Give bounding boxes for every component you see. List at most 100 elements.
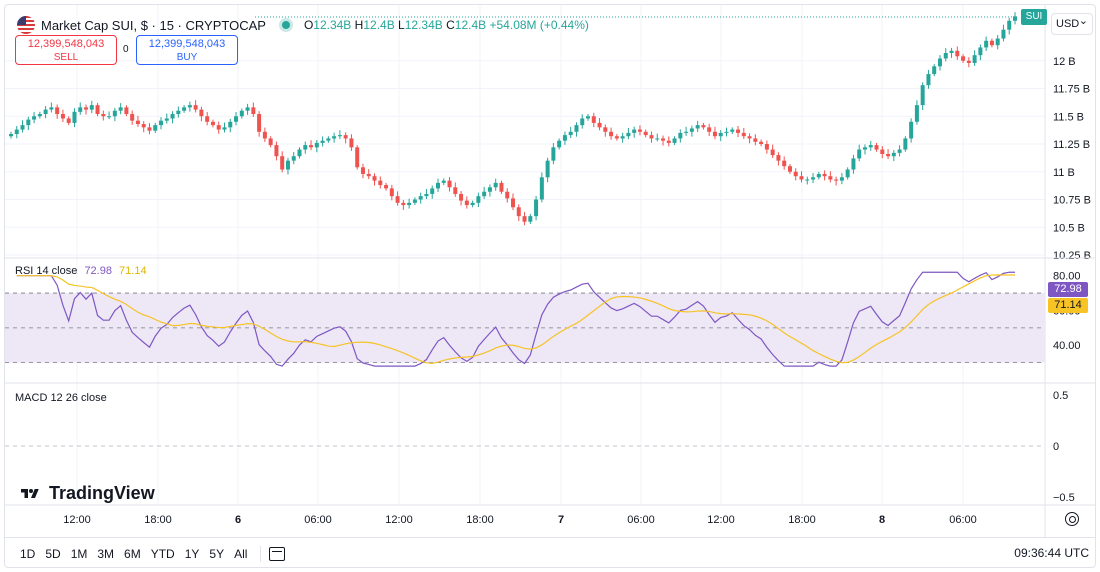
- candle-body: [736, 129, 741, 133]
- candle-body: [37, 114, 42, 117]
- candle-body: [389, 188, 394, 197]
- candle-body: [632, 129, 637, 133]
- candle-body: [551, 147, 556, 161]
- candle-body: [557, 140, 562, 148]
- range-5y[interactable]: 5Y: [209, 546, 225, 561]
- price-scale-label: 10.25 B: [1053, 250, 1091, 262]
- candle-body: [205, 116, 210, 122]
- candle-body: [395, 196, 400, 203]
- settings-icon[interactable]: [1065, 512, 1079, 526]
- candle-body: [372, 176, 377, 181]
- macd-scale-label: −0.5: [1053, 492, 1075, 504]
- candle-body: [441, 180, 446, 183]
- candle-body: [666, 140, 671, 143]
- candle-body: [586, 116, 591, 119]
- candle-body: [280, 156, 285, 170]
- candle-body: [874, 145, 879, 150]
- candle-body: [55, 107, 60, 115]
- candle-body: [609, 131, 614, 137]
- candle-body: [499, 182, 504, 192]
- candle-body: [245, 107, 250, 111]
- candle-body: [459, 193, 464, 201]
- rsi-legend[interactable]: RSI 14 close 72.98 71.14: [15, 265, 147, 277]
- candle-body: [712, 131, 717, 137]
- candle-body: [914, 105, 919, 122]
- range-1y[interactable]: 1Y: [184, 546, 200, 561]
- candle-body: [349, 138, 354, 148]
- candle-body: [626, 132, 631, 137]
- candle-body: [9, 134, 13, 137]
- symbol-title[interactable]: Market Cap SUI, $ · 15 · CRYPTOCAP: [41, 17, 266, 33]
- candle-body: [961, 56, 966, 61]
- utc-clock[interactable]: 09:36:44 UTC: [1014, 546, 1089, 560]
- range-3m[interactable]: 3M: [97, 546, 115, 561]
- candle-body: [672, 138, 677, 143]
- sell-button[interactable]: 12,399,548,043 SELL: [15, 35, 117, 65]
- candle-body: [210, 121, 215, 126]
- candle-body: [822, 173, 827, 177]
- range-5d[interactable]: 5D: [45, 546, 61, 561]
- candle-body: [759, 141, 764, 144]
- tradingview-logo[interactable]: TradingView: [17, 483, 155, 504]
- candle-body: [176, 110, 181, 115]
- candle-body: [274, 145, 279, 157]
- candle-body: [603, 127, 608, 132]
- price-scale-label: 11.25 B: [1053, 139, 1090, 151]
- candle-body: [216, 125, 221, 130]
- candle-body: [199, 109, 204, 117]
- candle-body: [418, 196, 423, 200]
- candle-body: [834, 179, 839, 181]
- candle-body: [857, 149, 862, 159]
- candle-body: [124, 107, 129, 115]
- candle-body: [268, 138, 273, 146]
- range-6m[interactable]: 6M: [124, 546, 141, 561]
- symbol-price-tag: SUI: [1021, 9, 1047, 25]
- candle-body: [897, 149, 902, 153]
- candle-body: [845, 169, 850, 178]
- macd-scale-label: 0.5: [1053, 390, 1068, 402]
- candle-body: [591, 116, 596, 123]
- date-range-icon[interactable]: [269, 546, 286, 561]
- candle-body: [257, 114, 262, 132]
- candle-body: [730, 129, 735, 132]
- candle-body: [228, 121, 233, 128]
- candle-body: [764, 144, 769, 150]
- market-status-icon[interactable]: [281, 21, 290, 29]
- candle-body: [995, 38, 1000, 46]
- range-1m[interactable]: 1M: [70, 546, 88, 561]
- candle-body: [637, 129, 642, 132]
- candle-body: [955, 50, 960, 57]
- candle-body: [972, 55, 977, 63]
- time-axis-label: 18:00: [788, 514, 816, 526]
- buy-button[interactable]: 12,399,548,043 BUY: [136, 35, 238, 65]
- candle-body: [407, 202, 412, 206]
- range-ytd[interactable]: YTD: [150, 546, 175, 561]
- candle-body: [187, 105, 192, 108]
- candle-body: [568, 131, 573, 136]
- range-all[interactable]: All: [234, 546, 248, 561]
- time-axis-label: 18:00: [144, 514, 172, 526]
- candle-body: [262, 131, 267, 139]
- candle-body: [453, 187, 458, 194]
- price-change: +54.08M (+0.44%): [489, 18, 589, 32]
- candle-body: [153, 125, 158, 131]
- time-axis-label: 12:00: [63, 514, 91, 526]
- candle-body: [135, 120, 140, 125]
- currency-dropdown[interactable]: USD: [1051, 11, 1093, 35]
- candle-body: [1013, 16, 1017, 21]
- macd-legend[interactable]: MACD 12 26 close: [15, 392, 107, 404]
- range-1d[interactable]: 1D: [20, 546, 36, 561]
- candle-body: [943, 52, 948, 59]
- candle-body: [695, 125, 700, 129]
- candle-body: [435, 182, 440, 189]
- candle-body: [147, 127, 152, 131]
- time-axis-label: 8: [879, 514, 885, 526]
- candle-body: [378, 180, 383, 186]
- chart-canvas[interactable]: 12 B 11.75 B 11.5 B 11.25 B 11 B 10.75 B 10.5 …: [5, 5, 1096, 537]
- rsi-line: [16, 271, 1015, 367]
- candle-body: [464, 200, 469, 206]
- tradingview-logo-icon: [21, 488, 39, 498]
- candle-body: [753, 138, 758, 142]
- candle-body: [118, 107, 123, 111]
- rsi-ma-line: [16, 274, 1015, 365]
